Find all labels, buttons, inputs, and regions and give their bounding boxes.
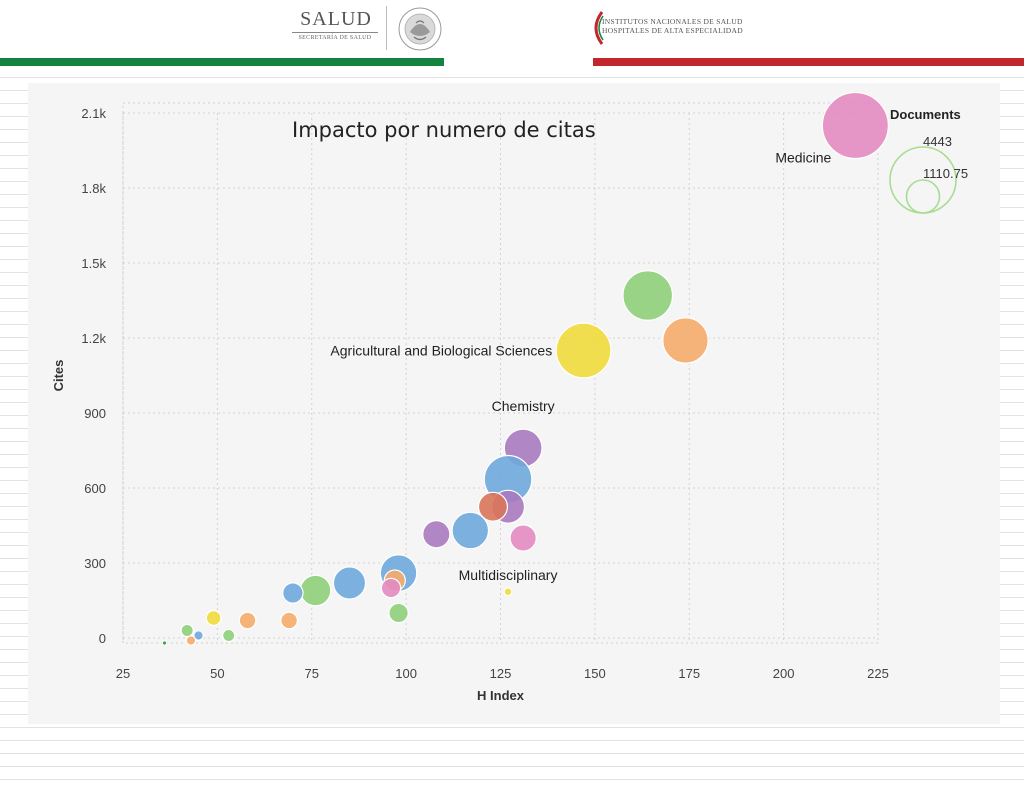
page-header: SALUD SECRETARÍA DE SALUD INSTITUTOS NAC… [0, 0, 1024, 67]
x-tick-label: 75 [305, 666, 319, 681]
bubble[interactable] [161, 640, 168, 646]
bubble[interactable] [622, 270, 674, 321]
header-green-bar [0, 58, 444, 66]
x-tick-label: 25 [116, 666, 130, 681]
bubble[interactable] [380, 577, 402, 599]
y-tick-label: 2.1k [81, 106, 106, 121]
institutos-nacionales-logo: INSTITUTOS NACIONALES DE SALUD HOSPITALE… [590, 10, 790, 46]
chart-panel: 25 50 75 100 125 150 175 200 225 0 300 600 900 1.2k 1.… [28, 83, 1000, 724]
y-tick-label: 600 [84, 481, 106, 496]
x-tick-label: 225 [867, 666, 889, 681]
bubble-label: Chemistry [492, 398, 555, 414]
bubble[interactable] [503, 587, 513, 597]
header-red-bar [593, 58, 1024, 66]
legend-circle [905, 179, 941, 214]
salud-logo-name: SALUD [300, 8, 372, 30]
bubble[interactable] [662, 317, 709, 364]
bubble[interactable] [185, 635, 197, 646]
x-tick-label: 100 [395, 666, 417, 681]
salud-logo-rule [292, 32, 378, 33]
x-tick-label: 125 [490, 666, 512, 681]
bubble-label: Agricultural and Biological Sciences [330, 343, 552, 359]
bubble[interactable] [555, 322, 612, 379]
bubble-chart: 25 50 75 100 125 150 175 200 225 0 300 600 900 1.2k 1.… [51, 91, 968, 703]
bubble[interactable] [509, 524, 537, 552]
bubble[interactable] [222, 628, 236, 643]
x-tick-label: 200 [773, 666, 795, 681]
bubble[interactable] [422, 520, 451, 549]
y-tick-label: 1.2k [81, 331, 106, 346]
bubble[interactable] [282, 582, 304, 604]
x-tick-label: 175 [678, 666, 700, 681]
bubble[interactable] [451, 511, 490, 550]
mexican-seal-icon [398, 7, 442, 51]
legend-value: 1110.75 [923, 166, 968, 181]
bubble[interactable] [205, 610, 222, 626]
y-tick-label: 0 [99, 631, 106, 646]
bubble[interactable] [332, 566, 367, 600]
bubble[interactable] [193, 630, 204, 641]
y-tick-label: 300 [84, 556, 106, 571]
bubble[interactable] [821, 91, 889, 160]
bubble[interactable] [477, 491, 508, 522]
bubble-label: Multidisciplinary [459, 567, 558, 583]
bubble[interactable] [299, 574, 332, 607]
legend-value: 4443 [923, 134, 952, 149]
plot-frame [122, 102, 879, 644]
chart-title: Impacto por numero de citas [292, 118, 596, 142]
bubble[interactable] [238, 611, 257, 630]
x-tick-label: 50 [210, 666, 224, 681]
y-tick-label: 900 [84, 406, 106, 421]
bubble[interactable] [388, 602, 409, 624]
y-tick-label: 1.8k [81, 181, 106, 196]
y-tick-label: 1.5k [81, 256, 106, 271]
y-axis-title: Cites [51, 360, 66, 392]
x-axis-title: H Index [477, 688, 525, 703]
x-tick-label: 150 [584, 666, 606, 681]
institutos-arc-icon [594, 11, 604, 45]
salud-logo: SALUD SECRETARÍA DE SALUD [288, 6, 448, 52]
salud-logo-divider [386, 6, 387, 50]
salud-logo-subtitle: SECRETARÍA DE SALUD [298, 35, 372, 41]
institutos-line-2: HOSPITALES DE ALTA ESPECIALIDAD [602, 26, 743, 35]
bubble-label: Medicine [775, 150, 831, 166]
legend-title: Documents [890, 107, 961, 122]
bubble[interactable] [180, 623, 194, 638]
institutos-line-1: INSTITUTOS NACIONALES DE SALUD [602, 17, 743, 26]
bubble[interactable] [280, 611, 298, 630]
